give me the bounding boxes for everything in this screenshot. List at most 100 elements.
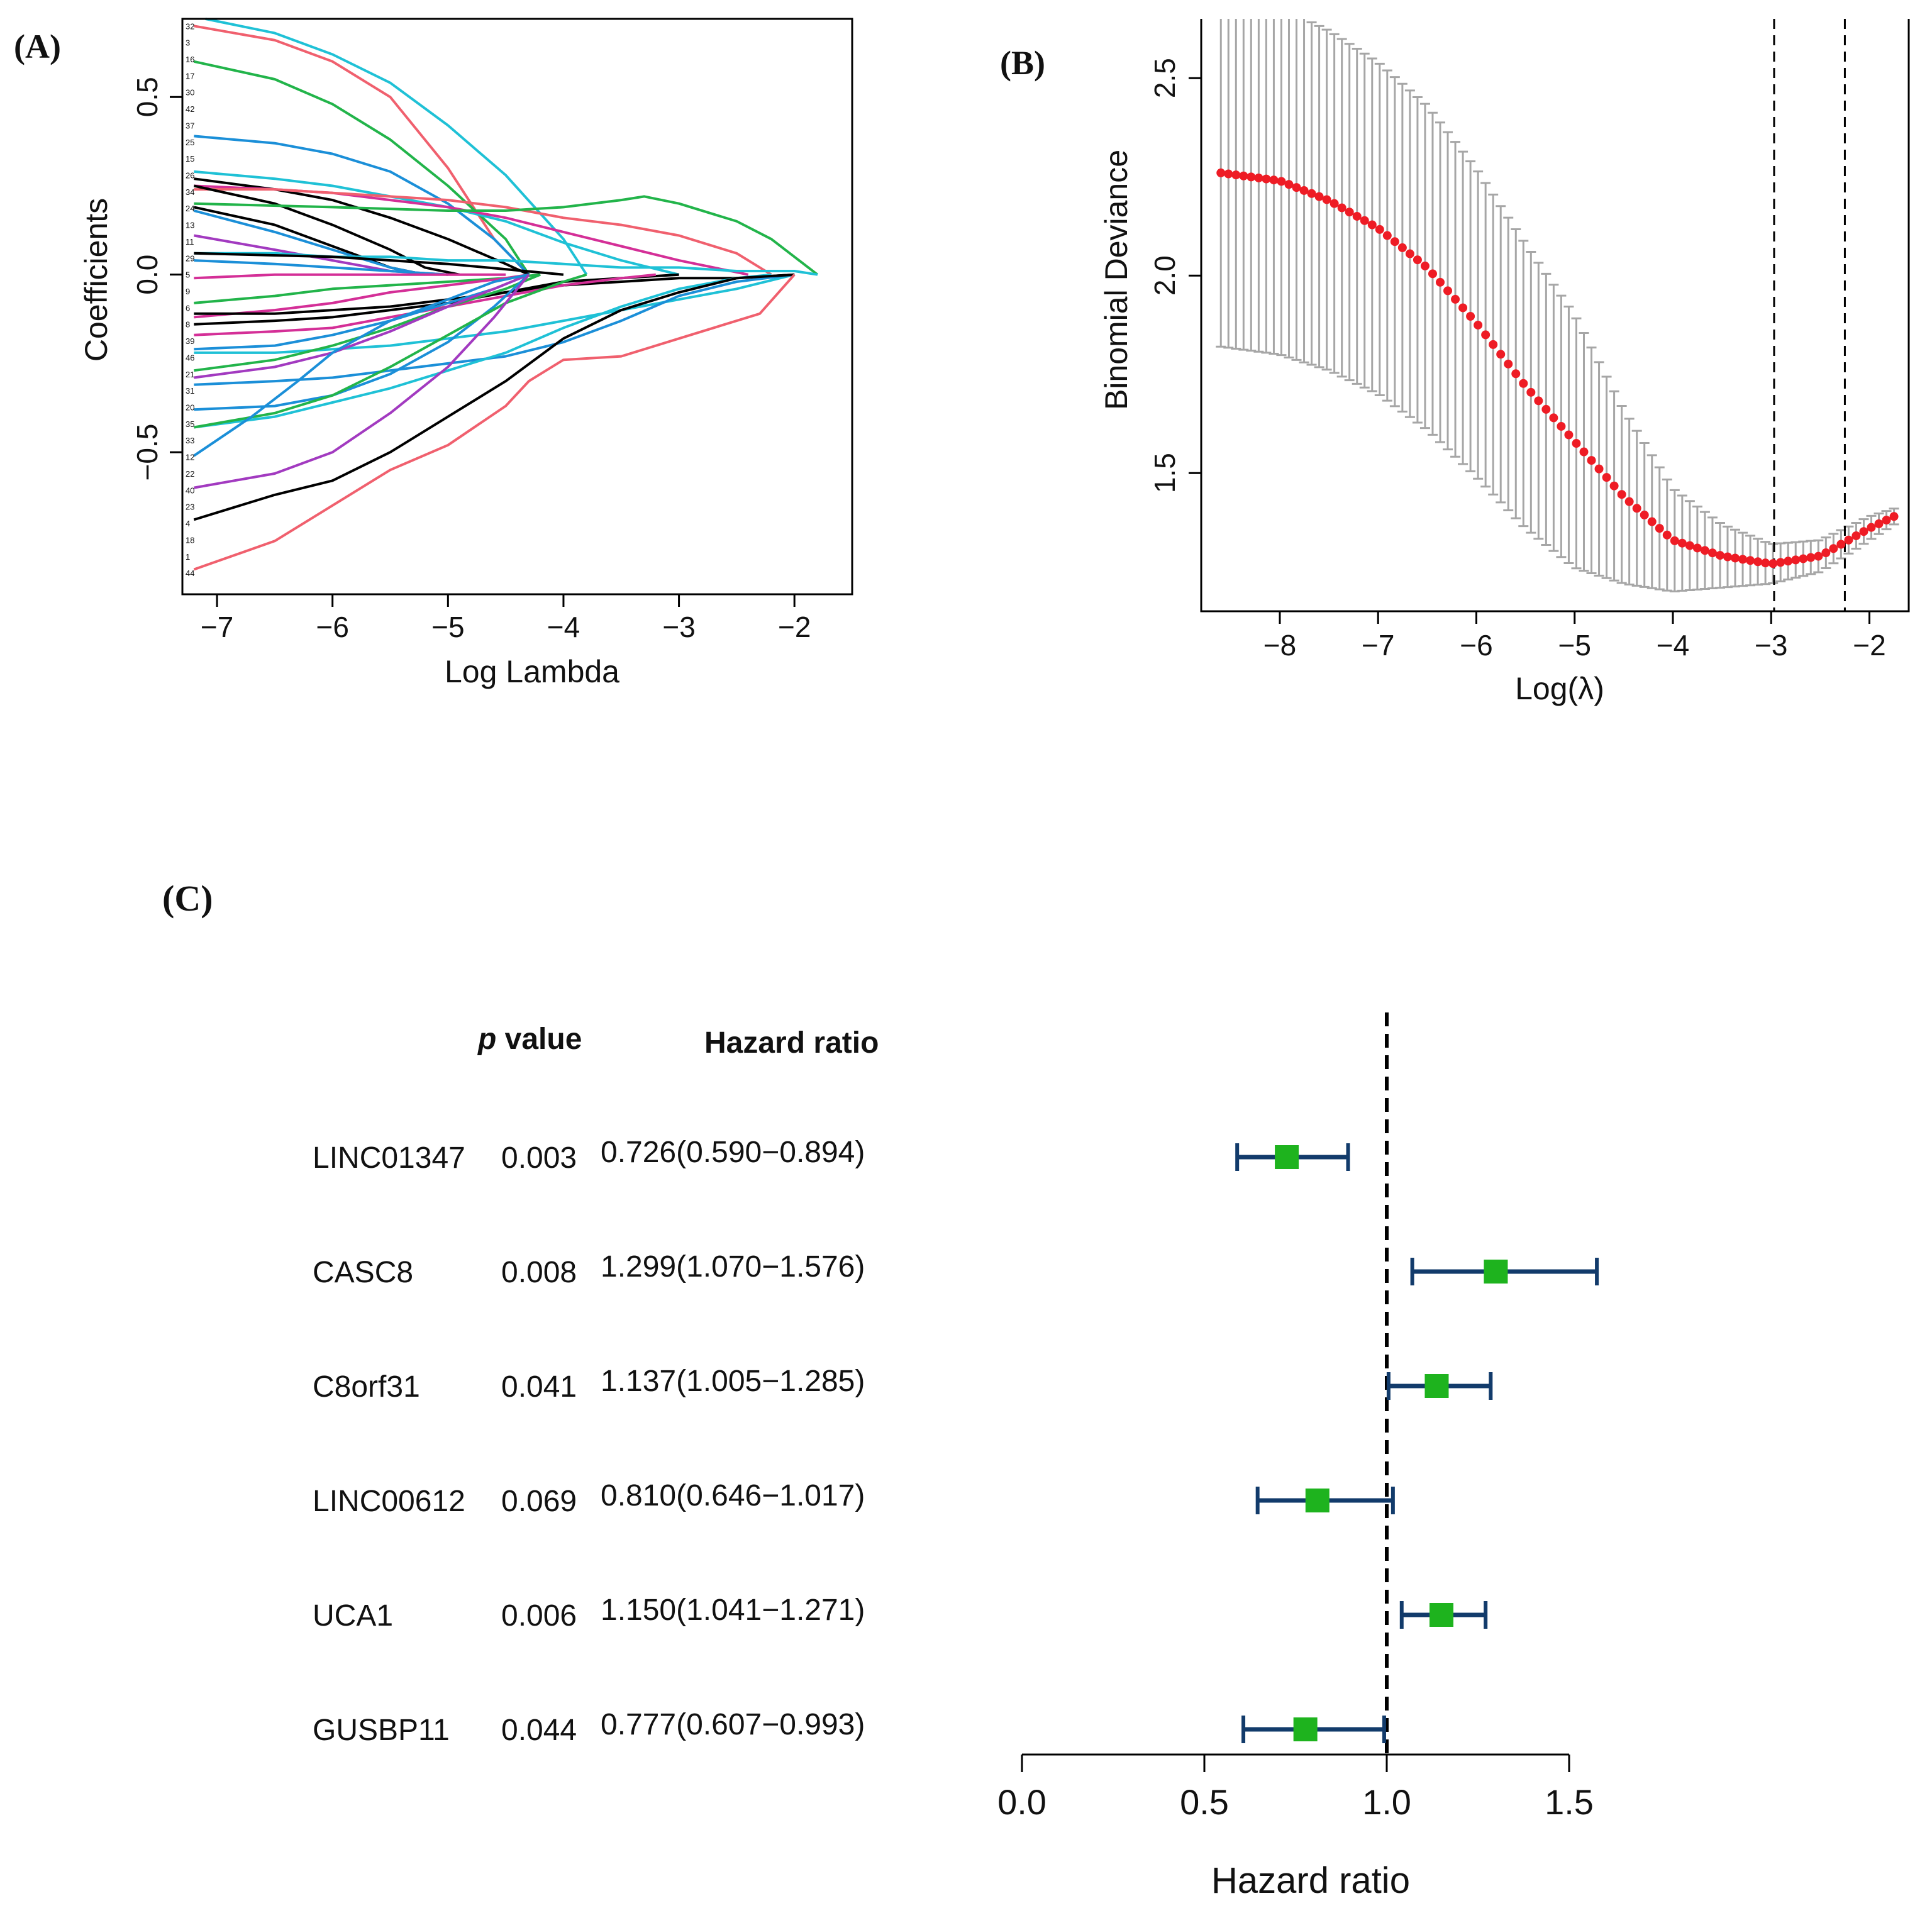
deviance-point bbox=[1821, 548, 1831, 558]
coef-path-23 bbox=[194, 274, 530, 411]
ci-row bbox=[1235, 1143, 1350, 1171]
deviance-point bbox=[1284, 180, 1294, 189]
coef-path-25 bbox=[194, 188, 772, 276]
hazard-ratio-ci: 0.810(0.646−1.017) bbox=[601, 1479, 865, 1512]
deviance-point bbox=[1655, 524, 1664, 533]
plot-frame-b bbox=[1200, 19, 1910, 613]
deviance-point bbox=[1662, 530, 1672, 540]
deviance-point bbox=[1723, 552, 1732, 562]
gene-name: LINC01347 bbox=[313, 1141, 465, 1175]
forest-row: GUSBP11 0.044 0.777(0.607−0.993) bbox=[313, 1708, 865, 1747]
deviance-point bbox=[1806, 553, 1816, 562]
deviance-point bbox=[1602, 473, 1611, 482]
forest-table: LINC01347 0.003 0.726(0.590−0.894) CASC8 0.0… bbox=[313, 1136, 865, 1747]
ci-row bbox=[1241, 1716, 1386, 1743]
deviance-point bbox=[1413, 255, 1422, 265]
deviance-point bbox=[1882, 516, 1891, 525]
hazard-ratio-ci: 1.150(1.041−1.271) bbox=[601, 1594, 865, 1627]
deviance-point bbox=[1367, 220, 1377, 230]
path-label: 33 bbox=[186, 436, 194, 445]
ci-row bbox=[1399, 1601, 1488, 1629]
deviance-point bbox=[1337, 203, 1346, 213]
deviance-point bbox=[1345, 208, 1354, 217]
path-label: 42 bbox=[186, 104, 194, 114]
deviance-point bbox=[1753, 557, 1763, 567]
panel-label-c: (C) bbox=[162, 878, 213, 919]
deviance-point bbox=[1587, 456, 1596, 465]
deviance-point bbox=[1799, 554, 1808, 563]
path-label: 23 bbox=[186, 502, 194, 512]
deviance-point bbox=[1451, 294, 1460, 304]
path-labels: 3231617304237251526342413112959683946213… bbox=[186, 21, 194, 578]
deviance-point bbox=[1405, 249, 1414, 258]
deviance-point bbox=[1269, 175, 1279, 185]
confidence-intervals bbox=[1235, 1143, 1599, 1743]
deviance-point bbox=[1867, 523, 1876, 532]
deviance-point bbox=[1557, 421, 1566, 431]
x-tick-label-a: −2 bbox=[778, 611, 811, 643]
deviance-point bbox=[1481, 330, 1491, 340]
hr-marker bbox=[1484, 1260, 1508, 1284]
coef-path-green-late bbox=[194, 195, 819, 276]
deviance-point bbox=[1836, 540, 1846, 549]
path-label: 35 bbox=[186, 419, 194, 429]
path-label: 15 bbox=[186, 154, 194, 164]
path-label: 9 bbox=[186, 287, 190, 296]
coef-path-1 bbox=[193, 273, 795, 521]
path-label: 21 bbox=[186, 370, 194, 379]
coef-path-teal-low bbox=[194, 273, 772, 429]
path-label: 25 bbox=[186, 138, 194, 147]
x-tick-label-a: −4 bbox=[547, 611, 580, 643]
hr-marker bbox=[1424, 1374, 1449, 1398]
deviance-point bbox=[1859, 527, 1868, 536]
deviance-point bbox=[1322, 195, 1331, 204]
plot-frame-a bbox=[181, 18, 853, 596]
y-axis-a: −0.5 0.0 0.5 bbox=[131, 77, 182, 480]
p-value: 0.006 bbox=[501, 1599, 577, 1633]
x-tick-label-c: 1.0 bbox=[1362, 1782, 1411, 1822]
deviance-point bbox=[1647, 517, 1657, 526]
path-label: 17 bbox=[186, 71, 194, 80]
deviance-point bbox=[1707, 548, 1717, 558]
header-p-value: p value bbox=[477, 1023, 582, 1056]
forest-row: C8orf31 0.041 1.137(1.005−1.285) bbox=[313, 1365, 865, 1404]
errorbars bbox=[1216, 19, 1899, 592]
hazard-ratio-ci: 1.137(1.005−1.285) bbox=[601, 1365, 865, 1398]
x-tick-label-c: 0.5 bbox=[1180, 1782, 1229, 1822]
x-axis-c: 0.0 0.5 1.0 1.5 bbox=[997, 1753, 1594, 1822]
path-label: 26 bbox=[186, 171, 194, 180]
path-label: 44 bbox=[186, 568, 194, 578]
deviance-point bbox=[1874, 519, 1884, 528]
hr-marker bbox=[1275, 1145, 1299, 1169]
deviance-point bbox=[1262, 174, 1271, 184]
x-axis-label-b: Log(λ) bbox=[1515, 671, 1604, 706]
x-tick-label-a: −5 bbox=[431, 611, 464, 643]
gene-name: GUSBP11 bbox=[313, 1714, 450, 1747]
x-tick-label-b: −6 bbox=[1460, 629, 1492, 662]
y-tick-label-b: 2.5 bbox=[1148, 58, 1181, 98]
deviance-point bbox=[1715, 551, 1724, 560]
deviance-point bbox=[1375, 225, 1384, 234]
y-tick-label-a: 0.5 bbox=[131, 77, 164, 117]
deviance-point bbox=[1443, 286, 1453, 296]
deviance-point bbox=[1428, 269, 1437, 279]
deviance-point bbox=[1254, 173, 1263, 182]
x-axis-label-a: Log Lambda bbox=[445, 654, 619, 689]
deviance-point bbox=[1519, 379, 1528, 388]
x-tick-label-a: −6 bbox=[316, 611, 348, 643]
path-label: 20 bbox=[186, 403, 194, 413]
forest-row: LINC00612 0.069 0.810(0.646−1.017) bbox=[313, 1479, 865, 1518]
x-tick-label-b: −4 bbox=[1657, 629, 1689, 662]
deviance-point bbox=[1299, 186, 1309, 195]
deviance-point bbox=[1504, 359, 1513, 369]
y-tick-label-b: 1.5 bbox=[1148, 453, 1181, 493]
deviance-point bbox=[1489, 340, 1498, 349]
p-value: 0.003 bbox=[501, 1141, 577, 1175]
x-tick-label-b: −7 bbox=[1362, 629, 1394, 662]
path-label: 30 bbox=[186, 88, 194, 97]
coef-path-11 bbox=[194, 252, 564, 276]
deviance-point bbox=[1390, 237, 1399, 247]
deviance-point bbox=[1791, 555, 1801, 565]
path-label: 3 bbox=[186, 38, 190, 48]
deviance-point bbox=[1640, 510, 1649, 519]
